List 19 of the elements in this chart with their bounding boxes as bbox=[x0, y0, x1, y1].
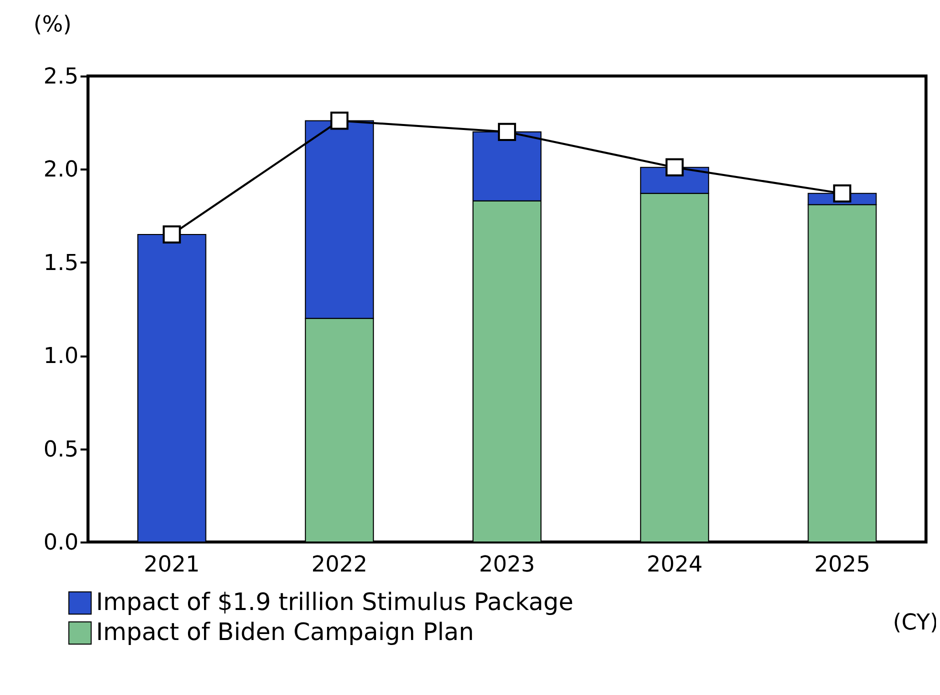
y-tick-label: 1.5 bbox=[44, 250, 78, 276]
point bbox=[330, 112, 348, 130]
y-tick-label: 1.0 bbox=[44, 344, 78, 370]
point bbox=[162, 225, 181, 244]
legend-label: Impact of Biden Campaign Plan bbox=[96, 618, 474, 646]
x-tick-label: 2025 bbox=[814, 552, 870, 578]
y-tick-label: 0.0 bbox=[44, 530, 78, 556]
y-tick-label: 0.5 bbox=[44, 437, 78, 462]
x-tick-label: 2024 bbox=[646, 552, 703, 578]
x-tick-label: 2021 bbox=[144, 552, 200, 578]
x-tick-label: 2023 bbox=[479, 552, 535, 578]
point bbox=[498, 122, 516, 141]
x-tick-label: 2022 bbox=[311, 552, 368, 578]
point bbox=[666, 158, 684, 176]
y-tick-label: 2.5 bbox=[44, 64, 78, 90]
legend-label: Impact of $1.9 trillion Stimulus Package bbox=[96, 588, 574, 616]
y-axis-title: (%) bbox=[34, 12, 72, 38]
y-tick-label: 2.0 bbox=[44, 158, 78, 183]
point bbox=[833, 184, 852, 202]
